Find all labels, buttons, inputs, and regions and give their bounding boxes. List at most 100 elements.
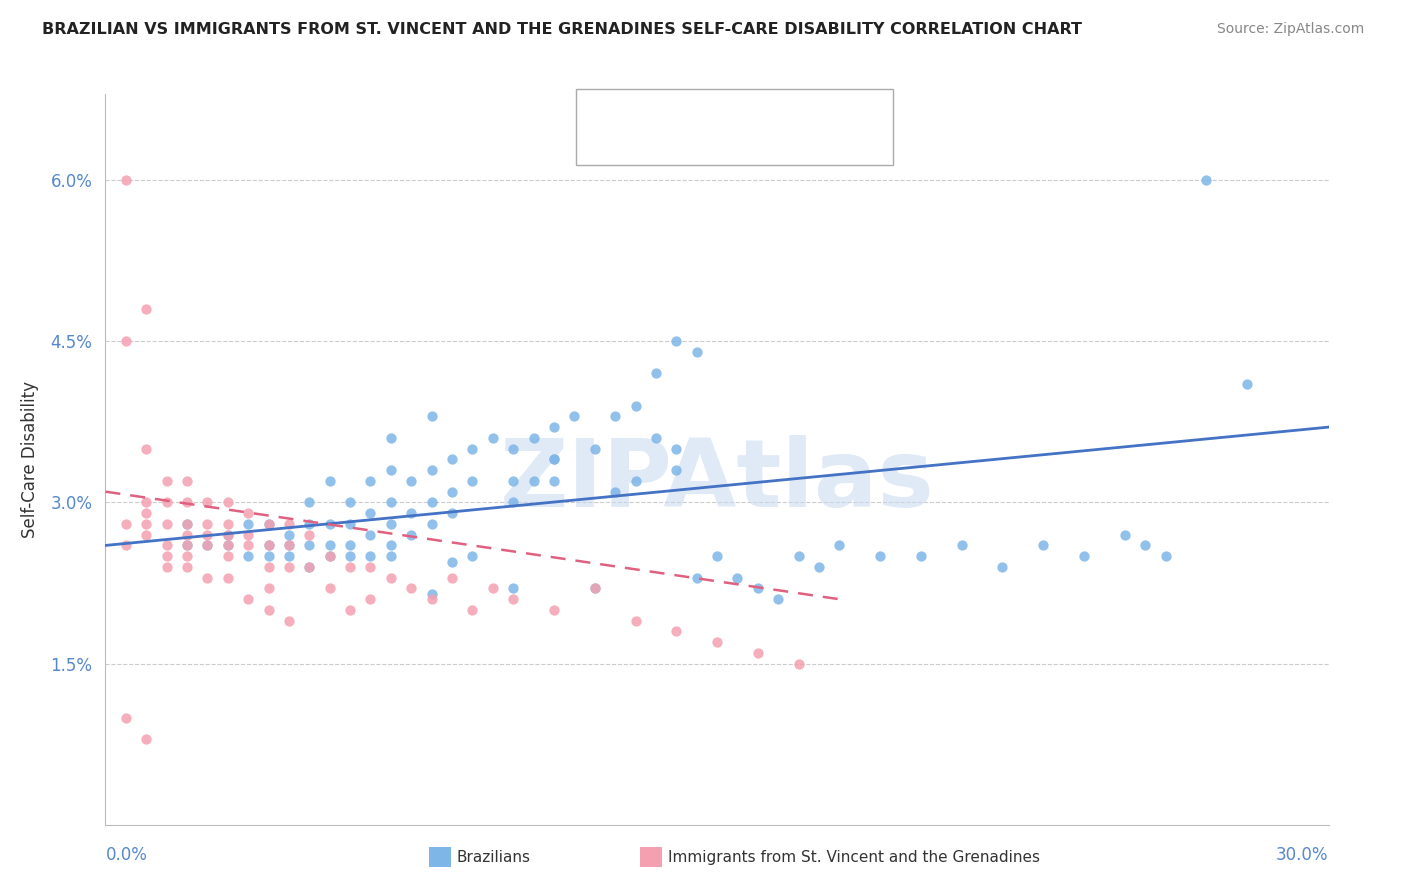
Point — [420, 495, 443, 509]
Point — [155, 560, 177, 574]
Point — [155, 538, 177, 552]
Point — [605, 409, 627, 424]
Bar — [596, 132, 626, 150]
Point — [543, 420, 565, 434]
Point — [1154, 549, 1177, 564]
Point — [665, 334, 688, 348]
Point — [869, 549, 891, 564]
Point — [135, 527, 157, 541]
Point — [461, 549, 484, 564]
Point — [318, 474, 342, 488]
Point — [399, 582, 422, 596]
Point — [991, 560, 1014, 574]
Text: R = -0.282   N = 69: R = -0.282 N = 69 — [637, 132, 814, 150]
Point — [543, 603, 565, 617]
Point — [380, 463, 402, 477]
Point — [176, 516, 198, 531]
Point — [236, 527, 259, 541]
Point — [706, 549, 728, 564]
Point — [502, 582, 524, 596]
Point — [257, 549, 280, 564]
Point — [236, 549, 259, 564]
Point — [195, 527, 219, 541]
Point — [176, 516, 198, 531]
Point — [236, 506, 259, 520]
Bar — [596, 103, 626, 122]
Point — [176, 495, 198, 509]
Point — [502, 495, 524, 509]
Point — [217, 495, 239, 509]
Point — [257, 516, 280, 531]
Point — [195, 538, 219, 552]
Y-axis label: Self-Care Disability: Self-Care Disability — [21, 381, 39, 538]
Point — [298, 560, 321, 574]
Point — [665, 442, 688, 456]
Point — [236, 516, 259, 531]
Point — [420, 463, 443, 477]
Text: 0.0%: 0.0% — [105, 846, 148, 863]
Text: ZIPAtlas: ZIPAtlas — [499, 435, 935, 527]
Point — [278, 538, 301, 552]
Point — [217, 527, 239, 541]
Point — [298, 560, 321, 574]
Point — [583, 442, 606, 456]
Point — [644, 431, 668, 445]
Text: R =  0.273   N = 93: R = 0.273 N = 93 — [637, 104, 813, 122]
Point — [298, 538, 321, 552]
Text: Brazilians: Brazilians — [457, 850, 531, 864]
Point — [686, 344, 709, 359]
Point — [318, 549, 342, 564]
Point — [278, 516, 301, 531]
Text: BRAZILIAN VS IMMIGRANTS FROM ST. VINCENT AND THE GRENADINES SELF-CARE DISABILITY: BRAZILIAN VS IMMIGRANTS FROM ST. VINCENT… — [42, 22, 1083, 37]
Point — [135, 732, 157, 747]
Point — [787, 657, 810, 671]
Point — [1073, 549, 1095, 564]
Point — [360, 560, 382, 574]
Point — [380, 538, 402, 552]
Point — [686, 571, 709, 585]
Point — [135, 495, 157, 509]
Point — [807, 560, 830, 574]
Point — [360, 506, 382, 520]
Point — [543, 452, 565, 467]
Point — [441, 555, 464, 569]
Point — [502, 474, 524, 488]
Text: Immigrants from St. Vincent and the Grenadines: Immigrants from St. Vincent and the Gren… — [668, 850, 1040, 864]
Point — [298, 527, 321, 541]
Point — [195, 571, 219, 585]
Point — [624, 614, 647, 628]
Point — [195, 495, 219, 509]
Point — [441, 506, 464, 520]
Point — [115, 710, 138, 724]
Point — [380, 549, 402, 564]
Point — [278, 560, 301, 574]
Point — [1032, 538, 1054, 552]
Point — [195, 516, 219, 531]
Point — [583, 582, 606, 596]
Point — [339, 603, 361, 617]
Point — [399, 506, 422, 520]
Point — [318, 538, 342, 552]
Point — [605, 484, 627, 499]
Point — [155, 516, 177, 531]
Point — [257, 516, 280, 531]
Point — [420, 592, 443, 607]
Point — [523, 474, 546, 488]
Point — [624, 474, 647, 488]
Point — [441, 571, 464, 585]
Point — [360, 592, 382, 607]
Point — [115, 334, 138, 348]
Point — [910, 549, 932, 564]
Point — [1114, 527, 1136, 541]
Point — [461, 603, 484, 617]
Point — [360, 527, 382, 541]
Point — [318, 549, 342, 564]
Point — [298, 495, 321, 509]
Point — [217, 538, 239, 552]
Point — [481, 582, 503, 596]
Point — [115, 172, 138, 186]
Point — [195, 538, 219, 552]
Point — [339, 516, 361, 531]
Point — [176, 538, 198, 552]
Point — [1133, 538, 1156, 552]
